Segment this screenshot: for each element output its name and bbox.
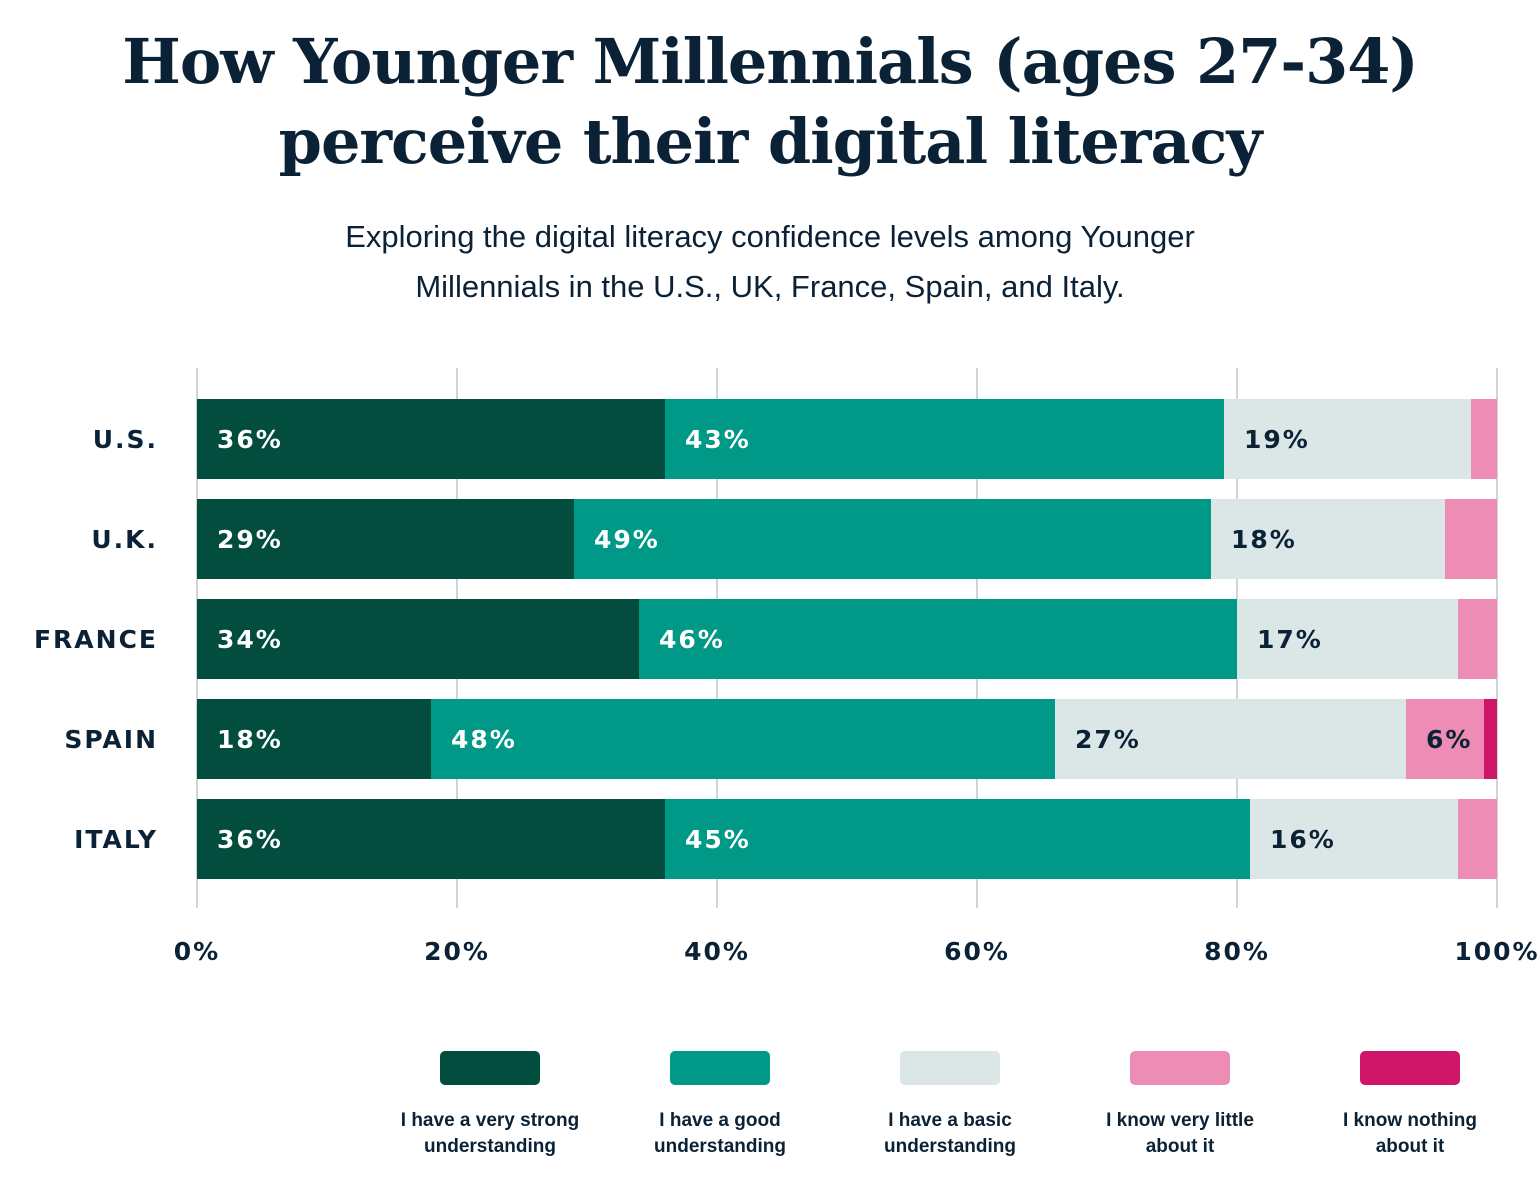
category-label: FRANCE [34,625,158,654]
legend-label: I have a basic [888,1110,1012,1131]
bar-segment [665,399,1224,479]
data-label: 27% [1075,725,1141,754]
legend-label: understanding [884,1136,1016,1157]
x-tick-label: 0% [174,937,220,966]
legend-label: I know very little [1106,1110,1254,1131]
subtitle-line-1: Exploring the digital literacy confidenc… [345,219,1195,254]
bar-segment [1055,699,1406,779]
legend-swatch [1360,1051,1460,1085]
bar-segment [1224,399,1471,479]
legend-swatch [440,1051,540,1085]
bar-segment [197,599,639,679]
x-tick-label: 60% [944,937,1010,966]
category-label: SPAIN [64,725,158,754]
bar-segment [1406,699,1484,779]
bar-segment [197,699,431,779]
x-tick-label: 20% [424,937,490,966]
bar-segment [197,399,665,479]
bar-segment [639,599,1237,679]
bar-segment [665,799,1250,879]
data-label: 29% [217,525,283,554]
bar-segment [1471,399,1497,479]
bar-segment [197,499,574,579]
data-label: 6% [1426,725,1472,754]
legend-label: about it [1376,1136,1445,1157]
bar-segment [1445,499,1497,579]
legend-swatch [670,1051,770,1085]
category-label: U.S. [93,425,158,454]
legend-swatch [1130,1051,1230,1085]
data-label: 17% [1257,625,1323,654]
data-label: 18% [1231,525,1297,554]
x-tick-label: 80% [1204,937,1270,966]
bar-segment [1458,599,1497,679]
bar-segment [197,799,665,879]
data-label: 34% [217,625,283,654]
legend-label: about it [1146,1136,1215,1157]
data-label: 18% [217,725,283,754]
data-label: 36% [217,825,283,854]
subtitle-line-2: Millennials in the U.S., UK, France, Spa… [415,269,1125,304]
legend-label: I have a very strong [401,1110,579,1131]
data-label: 36% [217,425,283,454]
data-label: 48% [451,725,517,754]
category-label: ITALY [74,825,158,854]
data-label: 43% [685,425,751,454]
legend-label: I know nothing [1343,1110,1477,1131]
bar-segment [431,699,1055,779]
category-label: U.K. [91,525,158,554]
chart-title: How Younger Millennials (ages 27-34) per… [0,22,1540,182]
x-tick-label: 100% [1454,937,1539,966]
legend-label: understanding [424,1136,556,1157]
bar-segment [574,499,1211,579]
data-label: 45% [685,825,751,854]
bar-segment [1484,699,1497,779]
legend-swatch [900,1051,1000,1085]
legend-label: I have a good [659,1110,780,1131]
x-tick-label: 40% [684,937,750,966]
bar-segment [1458,799,1497,879]
title-line-2: perceive their digital literacy [278,105,1263,178]
data-label: 49% [594,525,660,554]
data-label: 16% [1270,825,1336,854]
chart-subtitle: Exploring the digital literacy confidenc… [270,212,1270,312]
legend-label: understanding [654,1136,786,1157]
bar-segment [1237,599,1458,679]
title-line-1: How Younger Millennials (ages 27-34) [122,25,1418,98]
data-label: 46% [659,625,725,654]
bar-segment [1211,499,1445,579]
data-label: 19% [1244,425,1310,454]
bar-segment [1250,799,1458,879]
